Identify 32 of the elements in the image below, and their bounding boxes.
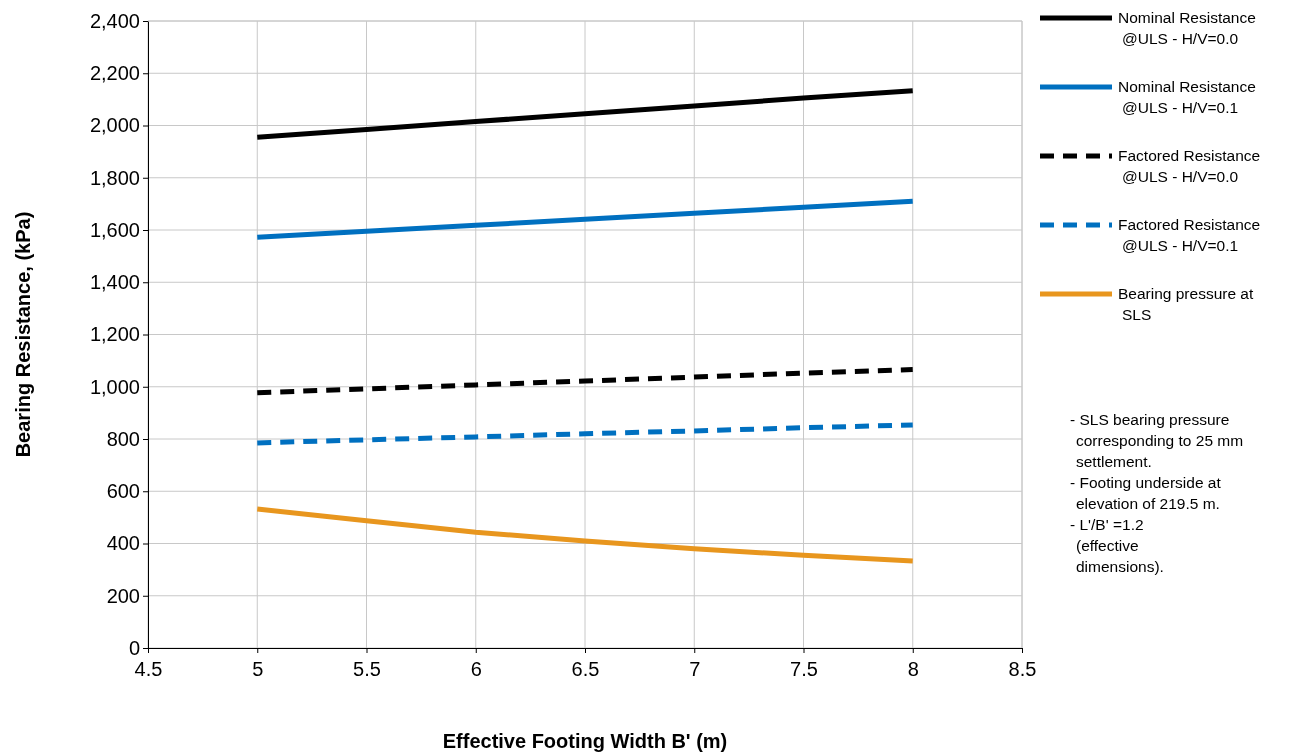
legend-label: Nominal Resistance @ULS - H/V=0.0 bbox=[1118, 9, 1256, 47]
y-tick-label: 2,400 bbox=[89, 9, 140, 32]
x-tick-label: 5.5 bbox=[353, 658, 381, 680]
y-tick-label: 1,600 bbox=[89, 218, 140, 241]
y-tick-label: 1,800 bbox=[89, 166, 140, 189]
y-tick-label: 200 bbox=[106, 584, 140, 607]
y-tick-label: 0 bbox=[128, 636, 140, 659]
x-tick-label: 7 bbox=[689, 658, 701, 680]
y-tick-label: 1,000 bbox=[89, 375, 140, 398]
x-tick-label: 8 bbox=[907, 658, 919, 680]
y-tick-label: 800 bbox=[106, 427, 140, 450]
x-tick-label: 5 bbox=[252, 658, 264, 680]
x-tick-label: 8.5 bbox=[1008, 658, 1037, 680]
y-tick-label: 1,200 bbox=[89, 323, 140, 346]
x-tick-label: 6.5 bbox=[571, 658, 600, 680]
x-tick-label: 4.5 bbox=[134, 658, 163, 680]
x-tick-label: 6 bbox=[470, 658, 482, 680]
y-tick-label: 2,200 bbox=[89, 62, 140, 85]
y-tick-label: 400 bbox=[106, 532, 140, 555]
y-axis-title: Bearing Resistance, (kPa) bbox=[12, 211, 34, 458]
y-tick-label: 1,400 bbox=[89, 271, 140, 294]
text: - L'/B' =1.2 (effective dimensions). bbox=[1070, 516, 1164, 575]
legend-label: Bearing pressure at SLS bbox=[1118, 285, 1254, 323]
legend-label: Factored Resistance @ULS - H/V=0.1 bbox=[1118, 216, 1261, 254]
y-tick-label: 2,000 bbox=[89, 114, 140, 137]
x-tick-label: 7.5 bbox=[790, 658, 818, 680]
x-axis-title: Effective Footing Width B' (m) bbox=[442, 730, 728, 752]
text: - SLS bearing pressure corresponding to 25 mm settlement. bbox=[1070, 411, 1244, 470]
y-tick-label: 600 bbox=[106, 480, 140, 503]
text: - Footing underside at elevation of 219.5 m. bbox=[1070, 474, 1222, 512]
legend-label: Nominal Resistance @ULS - H/V=0.1 bbox=[1118, 78, 1256, 116]
legend-label: Factored Resistance @ULS - H/V=0.0 bbox=[1118, 147, 1261, 185]
